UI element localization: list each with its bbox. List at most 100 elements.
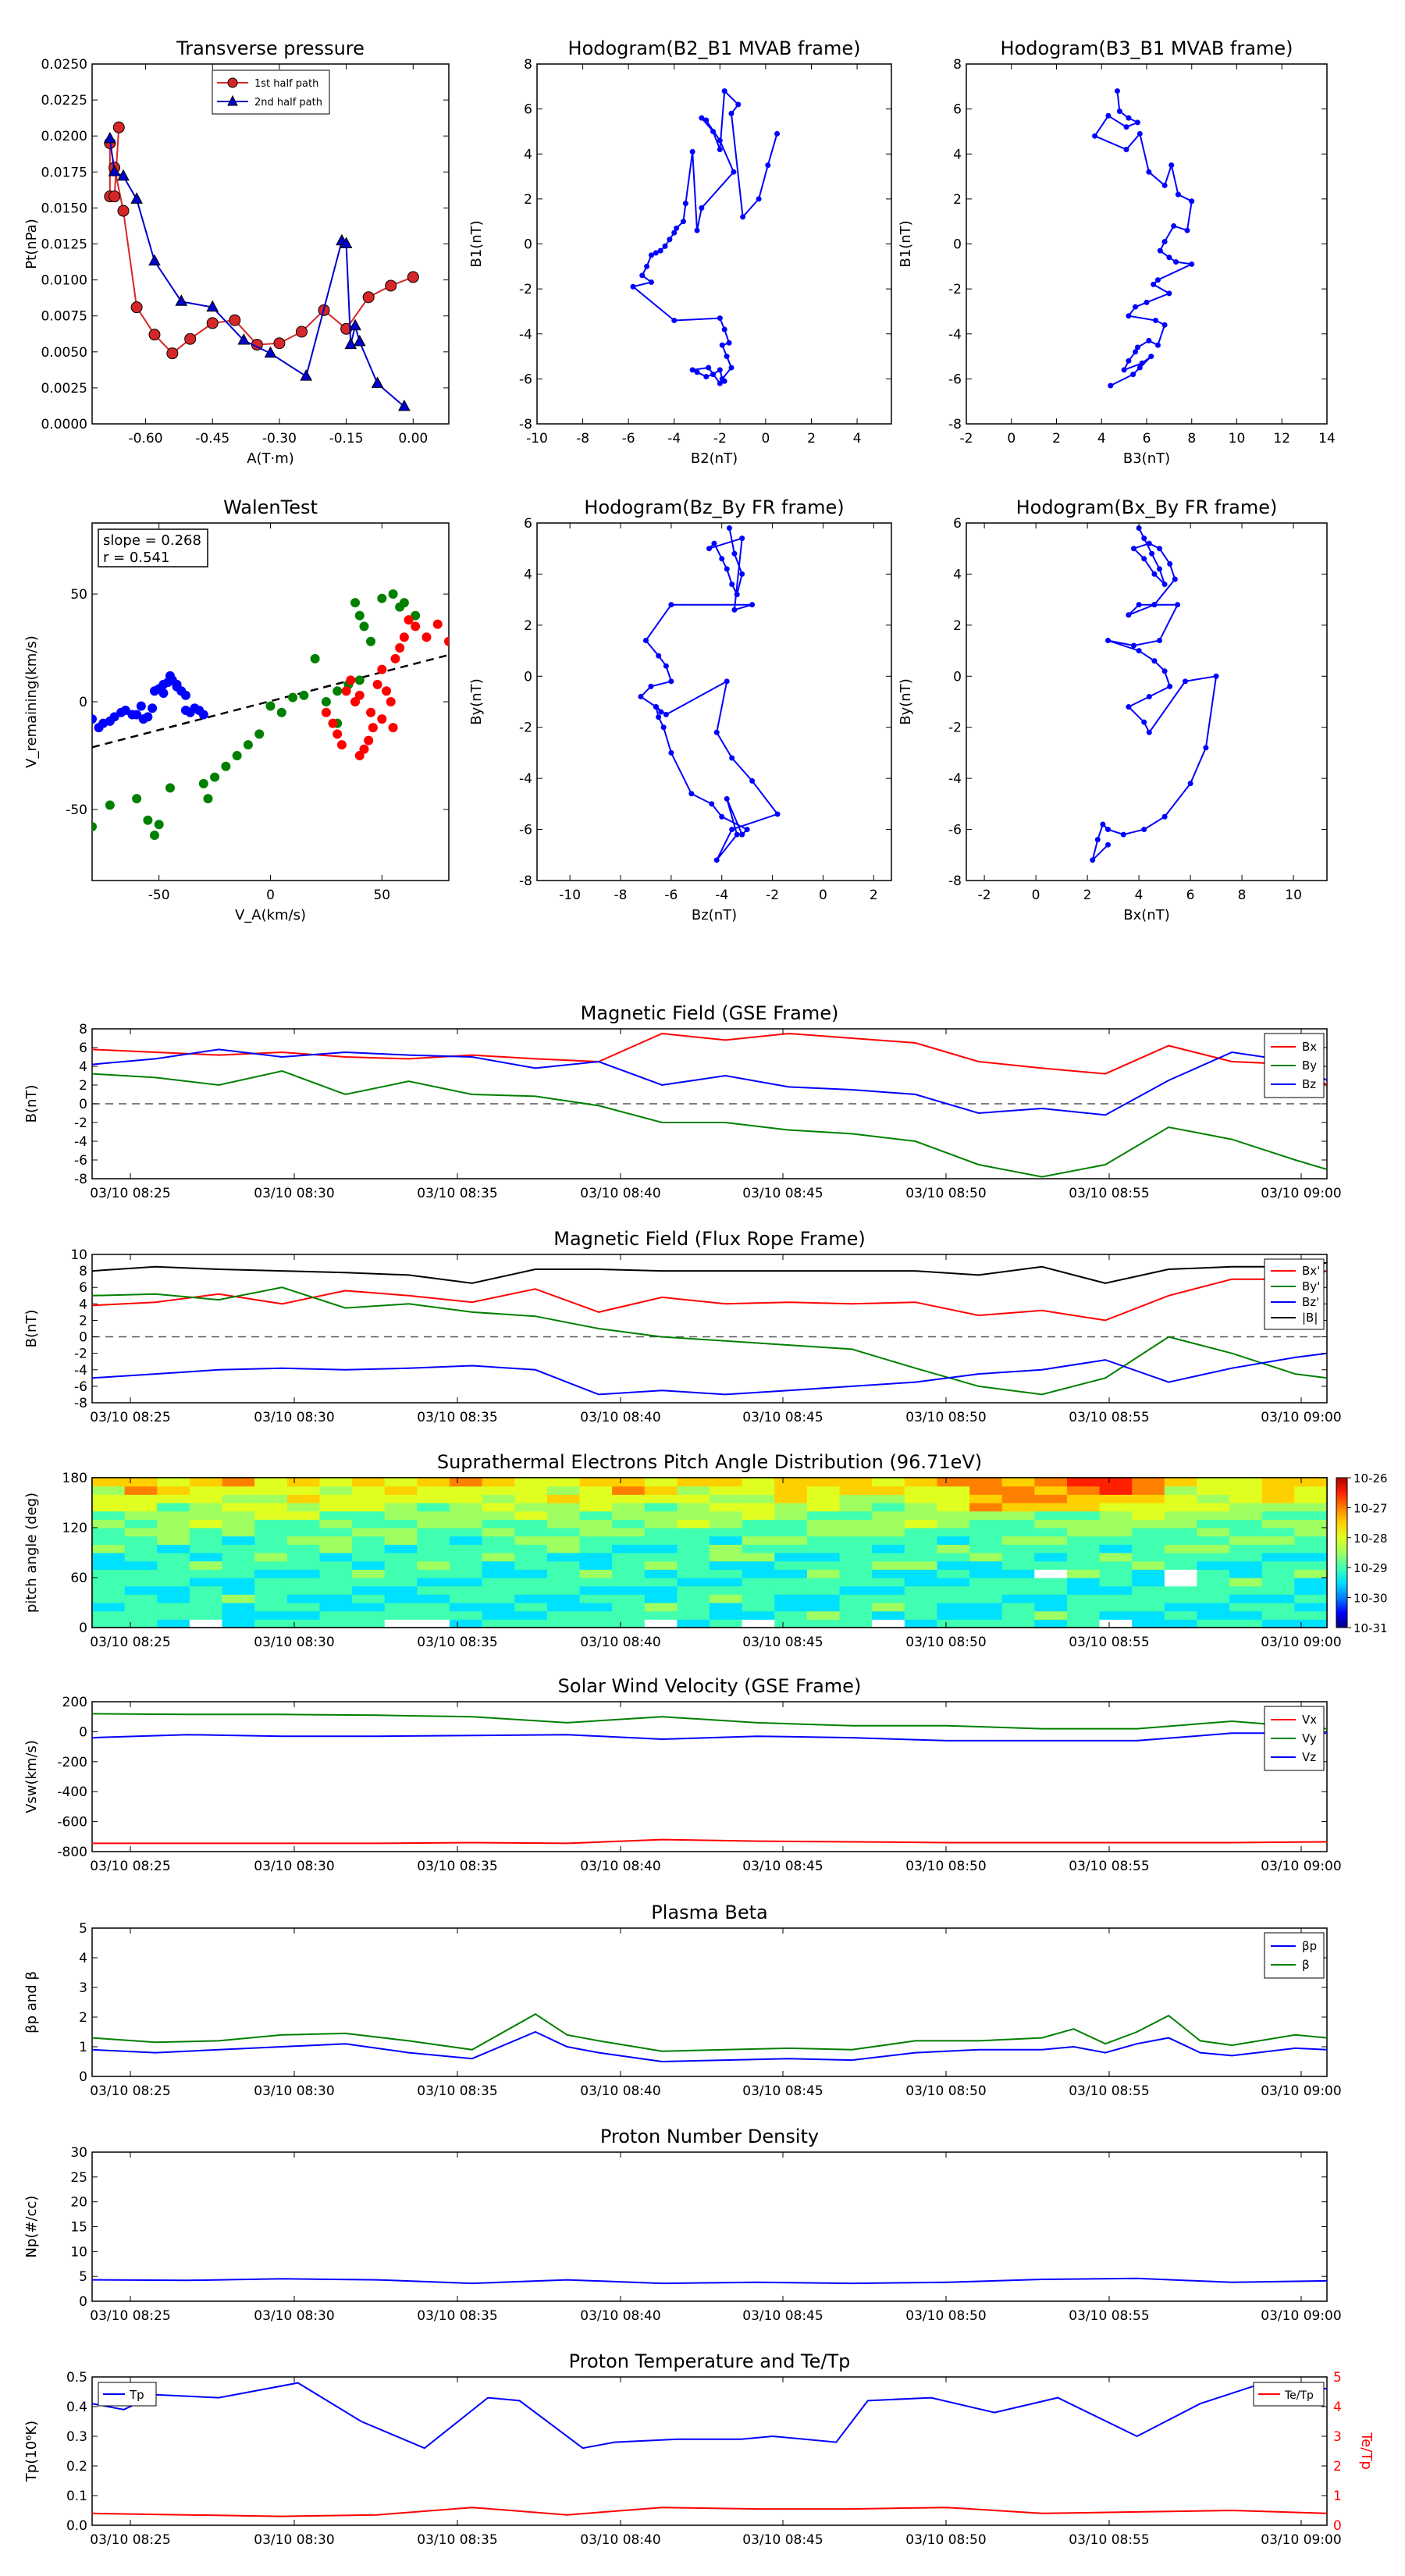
heatmap-cell [710, 1610, 743, 1620]
heatmap-cell [157, 1553, 190, 1562]
heatmap-cell [546, 1485, 581, 1495]
x-tick-label: 14 [1318, 431, 1336, 447]
heatmap-cell [157, 1485, 190, 1495]
heatmap-cell [92, 1610, 126, 1620]
heatmap-cell [1132, 1494, 1165, 1503]
y-tick-label: 200 [62, 1695, 87, 1710]
time-tick-label: 03/10 08:45 [742, 1635, 823, 1650]
legend-label: βp [1302, 1939, 1317, 1953]
heatmap-cell [384, 1519, 418, 1528]
heatmap-cell [319, 1594, 353, 1603]
heatmap-cell [1132, 1603, 1165, 1612]
data-point [366, 707, 376, 717]
heatmap-cell [449, 1569, 483, 1578]
series-line [108, 138, 405, 407]
heatmap-cell [742, 1553, 775, 1562]
y-tick-label: -600 [57, 1815, 87, 1831]
heatmap-cell [579, 1578, 613, 1587]
series-line [92, 1352, 1327, 1396]
heatmap-cell [677, 1603, 710, 1612]
heatmap-cell [546, 1478, 581, 1487]
heatmap-cell [742, 1519, 775, 1528]
legend-label: |B| [1302, 1311, 1318, 1325]
heatmap-cell [1197, 1578, 1230, 1587]
colorbar-tick-label: 10-28 [1353, 1532, 1388, 1546]
data-point [386, 697, 396, 706]
data-point [657, 247, 663, 254]
heatmap-cell [319, 1569, 353, 1578]
heatmap-cell [1132, 1535, 1165, 1545]
heatmap-cell [969, 1553, 1003, 1562]
heatmap-cell [612, 1594, 646, 1603]
y-tick-label: 20 [70, 2195, 87, 2211]
heatmap-cell [1197, 1560, 1230, 1570]
heatmap-cell [254, 1569, 288, 1578]
heatmap-cell [806, 1553, 841, 1562]
heatmap-cell [937, 1528, 970, 1537]
data-point [706, 365, 712, 371]
heatmap-cell [839, 1553, 873, 1562]
data-point [1203, 745, 1209, 751]
series-0 [630, 88, 781, 386]
chart-title: Hodogram(B2_B1 MVAB frame) [568, 37, 861, 59]
data-point [1141, 535, 1147, 542]
series- [92, 2013, 1327, 2052]
y-tick-label: -200 [57, 1755, 87, 1770]
data-point [1131, 642, 1136, 649]
chart-title: Hodogram(Bz_By FR frame) [584, 496, 844, 518]
heatmap-cell [937, 1535, 970, 1545]
data-point [656, 714, 662, 720]
y-tick-label: 6 [953, 102, 962, 118]
heatmap-cell [319, 1478, 353, 1487]
data-point [390, 653, 400, 664]
data-point [719, 813, 725, 820]
y-tick-label: 5 [79, 2269, 87, 2285]
x-tick-label: -2 [960, 431, 973, 447]
y-tick-label: 180 [62, 1471, 87, 1486]
heatmap-cell [286, 1478, 321, 1487]
data-point [674, 225, 680, 231]
heatmap-cell [1034, 1560, 1068, 1570]
heatmap-cell [774, 1535, 808, 1545]
heatmap-cell [1229, 1619, 1263, 1628]
data-point [221, 761, 231, 771]
heatmap-cell [1261, 1594, 1295, 1603]
heatmap-cell [969, 1544, 1003, 1553]
heatmap-cell [1034, 1553, 1068, 1562]
heatmap-cell [1066, 1528, 1101, 1537]
heatmap-cell [514, 1510, 548, 1520]
heatmap-cell [579, 1560, 613, 1570]
legend-marker [227, 77, 238, 88]
heatmap-cell [514, 1585, 548, 1595]
heatmap-cell [612, 1494, 646, 1503]
heatmap-cell [1164, 1578, 1198, 1587]
heatmap-cell [1261, 1610, 1295, 1620]
heatmap-cell [904, 1619, 938, 1628]
heatmap-cell [222, 1619, 255, 1628]
heatmap-cell [514, 1544, 548, 1553]
y-tick-label: 3 [79, 1980, 87, 1996]
heatmap-cell [872, 1603, 905, 1612]
heatmap-cell [417, 1510, 450, 1520]
data-point [166, 347, 179, 360]
y-tick-label: -8 [519, 417, 532, 432]
chart-walen: WalenTest -50 0 50 V_remaining(km/s) -50 0 50 V_… [23, 496, 450, 923]
heatmap-cell [417, 1569, 450, 1578]
heatmap-cell [189, 1619, 223, 1628]
heatmap-cell [352, 1594, 386, 1603]
heatmap-cell [1197, 1535, 1230, 1545]
data-point [1126, 313, 1132, 319]
heatmap-cell [254, 1610, 288, 1620]
heatmap-cell [254, 1594, 288, 1603]
heatmap-cell [92, 1503, 126, 1512]
heatmap-cell [710, 1553, 743, 1562]
time-tick-label: 03/10 08:55 [1069, 1859, 1149, 1874]
data-point [112, 121, 125, 133]
heatmap-cell [157, 1528, 190, 1537]
data-point [1167, 683, 1173, 689]
heatmap-cell [92, 1585, 126, 1595]
series-line [92, 2507, 1327, 2517]
y-tick-label: 0.0025 [41, 381, 87, 397]
x-tick-label: -8 [576, 431, 589, 447]
heatmap-cell [806, 1494, 841, 1503]
